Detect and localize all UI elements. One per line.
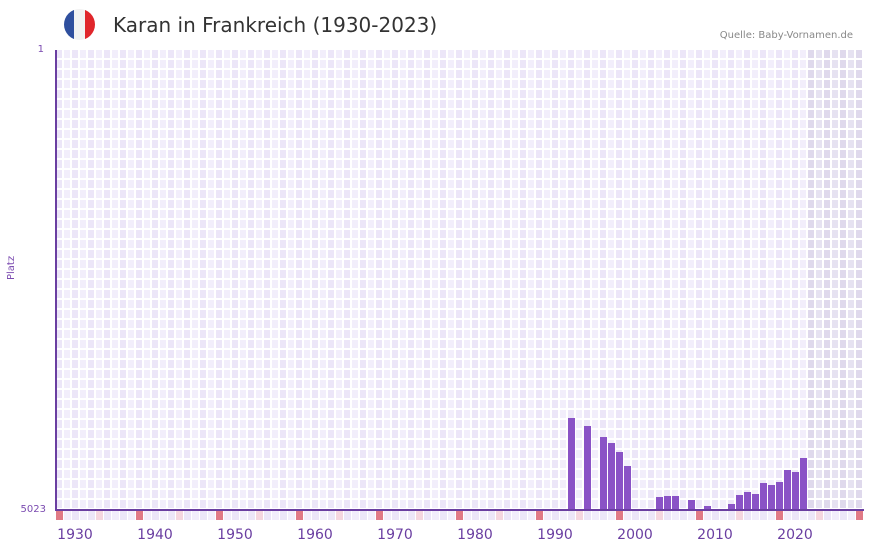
x-tick-1980: 1980 (450, 527, 500, 543)
plot-area (56, 50, 864, 510)
x-tick-1970: 1970 (370, 527, 420, 543)
x-tick-1930: 1930 (50, 527, 100, 543)
bar-2013 (736, 494, 743, 510)
bar-1997 (608, 442, 615, 510)
y-axis-label: Platz (6, 256, 17, 280)
x-tick-2020: 2020 (770, 527, 820, 543)
bar-2015 (752, 493, 759, 510)
bar-2009 (704, 505, 711, 510)
bar-2004 (664, 495, 671, 510)
bar-1996 (600, 436, 607, 510)
bar-1992 (568, 417, 575, 510)
bar-2005 (672, 495, 679, 510)
bar-1999 (624, 466, 631, 510)
y-tick-top: 1 (4, 44, 44, 55)
x-tick-2000: 2000 (610, 527, 660, 543)
y-axis (55, 50, 57, 511)
source-label: Quelle: Baby-Vornamen.de (720, 30, 853, 41)
france-flag-icon (64, 9, 95, 40)
bar-2017 (768, 484, 775, 510)
bar-2016 (760, 482, 767, 510)
bar-2020 (792, 471, 799, 510)
x-axis (56, 509, 864, 511)
bar-2018 (776, 481, 783, 510)
bar-2003 (656, 496, 663, 510)
x-tick-1940: 1940 (130, 527, 180, 543)
bar-1998 (616, 452, 623, 510)
y-tick-bottom: 5023 (6, 504, 46, 515)
bar-2007 (688, 500, 695, 510)
bar-1994 (584, 426, 591, 510)
bar-2021 (800, 457, 807, 510)
x-tick-1960: 1960 (290, 527, 340, 543)
bar-2019 (784, 469, 791, 510)
x-tick-2010: 2010 (690, 527, 740, 543)
chart-title: Karan in Frankreich (1930-2023) (113, 13, 437, 37)
bar-2012 (728, 503, 735, 510)
x-tick-1950: 1950 (210, 527, 260, 543)
bar-2014 (744, 491, 751, 510)
x-tick-1990: 1990 (530, 527, 580, 543)
